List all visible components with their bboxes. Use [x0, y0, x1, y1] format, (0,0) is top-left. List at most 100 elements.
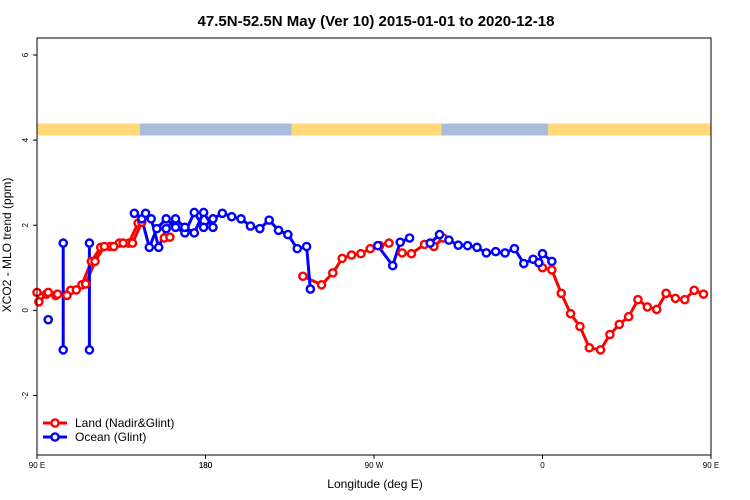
- series-1-point: [198, 207, 209, 218]
- series-0-point: [80, 279, 91, 289]
- series-1-point: [43, 314, 54, 325]
- series-1-point: [537, 248, 548, 259]
- series-0-point: [614, 319, 625, 330]
- series-0-point: [43, 287, 54, 298]
- series-1-point: [481, 248, 492, 258]
- land-strip: [291, 123, 442, 136]
- series-1-point: [273, 225, 284, 236]
- series-1-point: [472, 242, 482, 253]
- series-1-point: [254, 223, 265, 234]
- series-1-point: [500, 248, 510, 258]
- series-1-point: [404, 233, 415, 243]
- land-ocean-strip: [37, 123, 711, 136]
- land-strip: [548, 123, 711, 136]
- series-0-point: [346, 250, 357, 260]
- series-0-point: [605, 329, 615, 340]
- series-1-point: [198, 222, 209, 233]
- series-1-point: [152, 223, 162, 234]
- series-0-point: [556, 288, 567, 299]
- series-1-point: [189, 228, 200, 238]
- series-1-point: [434, 229, 445, 240]
- series-1-point: [208, 222, 218, 233]
- series-1-point: [189, 207, 200, 218]
- series-1-point: [547, 256, 557, 267]
- series-0-point: [623, 311, 634, 322]
- series-1-point: [208, 214, 218, 224]
- series-1-point: [217, 208, 228, 219]
- x-tick-label: 90 E: [29, 461, 45, 470]
- series-1-point: [509, 243, 520, 254]
- series-0-point: [99, 241, 110, 252]
- series-0-point: [642, 302, 653, 312]
- series-1-point: [153, 242, 164, 253]
- y-axis: -2 0 2 4 6: [21, 52, 37, 399]
- series-1-point: [58, 345, 69, 355]
- series-0-point: [595, 345, 606, 355]
- series-0-point: [356, 248, 366, 259]
- series-1-point: [387, 260, 398, 271]
- series-0-point: [565, 308, 576, 319]
- series-1-point: [372, 240, 383, 251]
- series-1-point: [518, 258, 529, 269]
- x-tick-label: 90 W: [365, 461, 384, 470]
- series-0-point: [633, 294, 643, 305]
- series-0-point: [316, 279, 327, 290]
- legend-label: Land (Nadir&Glint): [75, 416, 174, 430]
- series-1-point: [301, 241, 312, 252]
- series-1-point: [140, 208, 151, 219]
- x-axis-label: Longitude (deg E): [327, 477, 422, 491]
- series-1-point: [170, 214, 181, 224]
- series-0-point: [90, 256, 100, 267]
- series-1-point: [462, 240, 473, 251]
- series-1-point: [129, 208, 140, 219]
- series-0-point: [298, 271, 308, 282]
- series-1-point: [425, 238, 435, 248]
- x-tick-label: 180: [199, 461, 213, 470]
- series-1-point: [490, 246, 501, 257]
- series-0-point: [52, 289, 63, 299]
- series-0-point: [406, 248, 417, 259]
- series-0-point: [575, 321, 585, 332]
- series-1-point: [161, 214, 171, 224]
- series-0-point: [661, 288, 671, 299]
- series-1-point: [58, 238, 69, 248]
- series-lines: [36, 211, 705, 352]
- legend-label: Ocean (Glint): [75, 430, 146, 444]
- y-tick-label: 2: [21, 222, 30, 227]
- series-0-point: [670, 293, 681, 304]
- series-0-point: [698, 289, 709, 299]
- series-1-point: [146, 214, 157, 224]
- series-1-point: [264, 215, 274, 225]
- series-0-point: [165, 232, 175, 242]
- series-0-point: [384, 238, 394, 248]
- x-tick-label: 180: [199, 461, 213, 470]
- y-tick-label: -2: [21, 391, 30, 399]
- series-0-point: [34, 297, 44, 307]
- x-tick-label: 0: [540, 461, 545, 470]
- series-1-point: [533, 257, 544, 268]
- series-0-point: [547, 265, 557, 275]
- series-points: [32, 207, 709, 355]
- series-0-point: [584, 342, 595, 353]
- series-0-point: [127, 238, 138, 248]
- series-0-point: [679, 294, 690, 305]
- series-0-point: [397, 248, 407, 258]
- x-tick-label: 90 E: [703, 461, 719, 470]
- chart-title: 47.5N-52.5N May (Ver 10) 2015-01-01 to 2…: [198, 13, 555, 30]
- series-0-point: [328, 268, 338, 278]
- series-1-point: [161, 223, 171, 234]
- series-1-point: [84, 345, 95, 355]
- series-0-point: [689, 285, 699, 296]
- series-0-point: [651, 304, 662, 315]
- series-1-point: [236, 214, 246, 224]
- series-1-point: [245, 221, 256, 231]
- series-0-point: [71, 285, 82, 295]
- series-1-point: [170, 222, 181, 233]
- series-0-line: [542, 266, 705, 352]
- series-1-point: [226, 211, 237, 222]
- legend: Land (Nadir&Glint)Ocean (Glint): [43, 416, 174, 444]
- series-1-point: [292, 243, 303, 254]
- series-1-point: [395, 237, 406, 248]
